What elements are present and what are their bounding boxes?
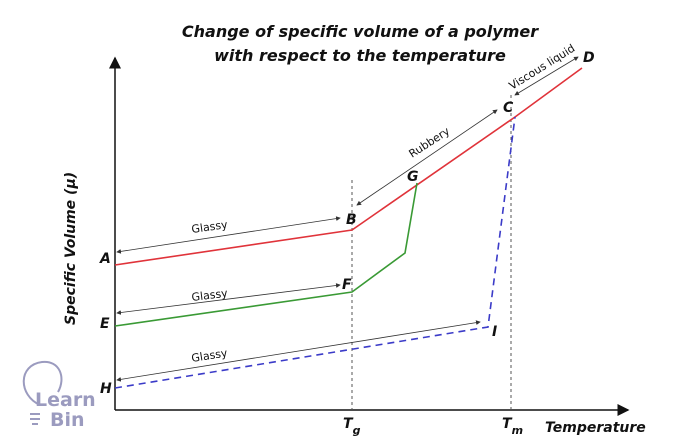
rubbery-arrow xyxy=(356,109,498,206)
point-g: G xyxy=(407,169,419,185)
diagram-title: Change of specific volume of a polymer w… xyxy=(100,20,620,68)
title-line-1: Change of specific volume of a polymer xyxy=(181,22,539,41)
point-f: F xyxy=(342,277,352,293)
point-c: C xyxy=(503,100,514,116)
label-glassy-2: Glassy xyxy=(191,287,229,304)
glassy-arrow-2 xyxy=(116,283,341,315)
svg-text:Learn: Learn xyxy=(35,389,96,411)
point-d: D xyxy=(583,50,595,66)
x-axis-label: Temperature xyxy=(545,420,646,436)
point-h: H xyxy=(100,381,112,397)
point-i: I xyxy=(492,324,497,340)
viscous-arrow xyxy=(514,56,579,96)
y-axis-label: Specific Volume (μ) xyxy=(63,172,79,325)
label-viscous: Viscous liquid xyxy=(507,42,578,93)
label-glassy-3: Glassy xyxy=(190,346,228,365)
point-a: A xyxy=(99,251,111,267)
label-rubbery: Rubbery xyxy=(407,124,453,160)
learnbin-logo: Learn Bin xyxy=(22,360,96,431)
curve-abcd xyxy=(114,67,583,266)
glassy-arrow-3 xyxy=(116,320,481,382)
point-b: B xyxy=(346,212,357,228)
point-e: E xyxy=(100,316,110,332)
label-glassy-1: Glassy xyxy=(191,218,229,236)
curve-efg xyxy=(114,182,418,327)
glassy-arrow-1 xyxy=(116,216,341,254)
title-line-2: with respect to the temperature xyxy=(214,46,506,65)
tick-tg: Tg xyxy=(343,416,361,437)
svg-text:Bin: Bin xyxy=(50,409,85,431)
tick-tm: Tm xyxy=(502,416,523,437)
